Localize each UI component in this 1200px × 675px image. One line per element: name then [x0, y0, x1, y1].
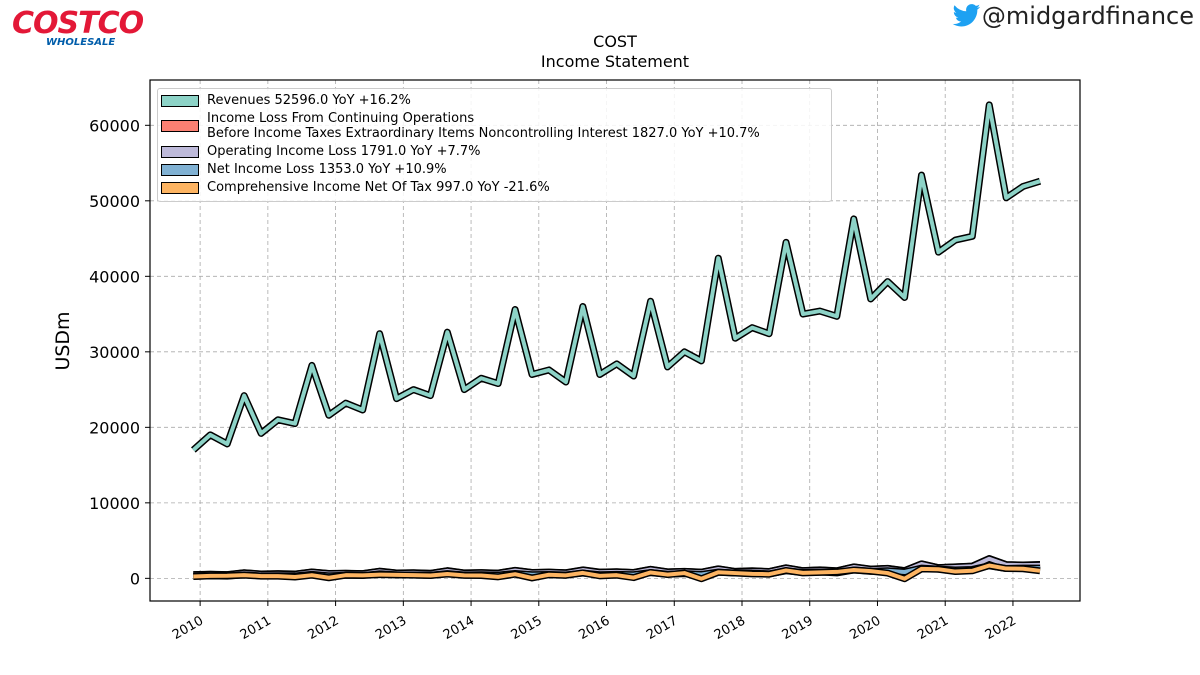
legend-label: Net Income Loss 1353.0 YoY +10.9%: [207, 162, 447, 177]
legend-swatch: [161, 145, 199, 158]
y-tick-label: 0: [130, 569, 140, 588]
legend-swatch: [161, 94, 199, 107]
x-tick-label: 2015: [509, 613, 545, 643]
x-tick-label: 2018: [712, 613, 748, 643]
y-tick-label: 20000: [89, 418, 140, 437]
legend-entry: Net Income Loss 1353.0 YoY +10.9%: [158, 161, 831, 179]
x-tick-label: 2017: [644, 613, 680, 643]
watermark-text: @midgardfinance: [981, 2, 1194, 30]
y-tick-label: 60000: [89, 116, 140, 135]
x-tick-label: 2012: [305, 613, 341, 643]
legend-entry: Income Loss From Continuing Operations B…: [158, 110, 831, 143]
plot-frame: [149, 79, 1081, 602]
watermark: @midgardfinance: [952, 2, 1194, 30]
x-tick-label: 2014: [441, 613, 477, 643]
y-tick-label: 30000: [89, 343, 140, 362]
logo-brand: COSTCO: [12, 6, 144, 41]
legend-entry: Comprehensive Income Net Of Tax 997.0 Yo…: [158, 179, 831, 197]
y-tick-label: 40000: [89, 267, 140, 286]
x-tick-label: 2021: [915, 613, 951, 643]
y-tick-label: 50000: [89, 192, 140, 211]
legend-swatch: [161, 163, 199, 176]
legend-swatch: [161, 181, 199, 194]
x-tick-label: 2011: [238, 613, 274, 643]
y-tick-label: 10000: [89, 494, 140, 513]
x-tick-label: 2013: [373, 613, 409, 643]
twitter-icon: [952, 4, 981, 27]
logo-tagline: WHOLESALE: [46, 37, 116, 48]
x-tick-label: 2022: [983, 613, 1019, 643]
x-tick-label: 2010: [170, 613, 206, 643]
legend-label: Income Loss From Continuing Operations B…: [207, 111, 760, 141]
legend-entry: Operating Income Loss 1791.0 YoY +7.7%: [158, 143, 831, 161]
legend: Revenues 52596.0 YoY +16.2% Income Loss F…: [157, 88, 832, 202]
x-tick-label: 2016: [576, 613, 612, 643]
legend-entry: Revenues 52596.0 YoY +16.2%: [158, 92, 831, 110]
x-tick-label: 2019: [780, 613, 816, 643]
logo: COSTCO WHOLESALE: [12, 6, 144, 48]
line: [192, 102, 1041, 452]
legend-label: Revenues 52596.0 YoY +16.2%: [207, 93, 411, 108]
x-tick-label: 2020: [847, 613, 883, 643]
legend-swatch: [161, 120, 199, 132]
y-axis-label: USDm: [52, 311, 74, 370]
legend-label: Operating Income Loss 1791.0 YoY +7.7%: [207, 144, 481, 159]
chart-title: COST: [593, 32, 637, 51]
chart-subtitle: Income Statement: [541, 52, 689, 71]
line: [193, 563, 1041, 581]
legend-label: Comprehensive Income Net Of Tax 997.0 Yo…: [207, 180, 550, 195]
